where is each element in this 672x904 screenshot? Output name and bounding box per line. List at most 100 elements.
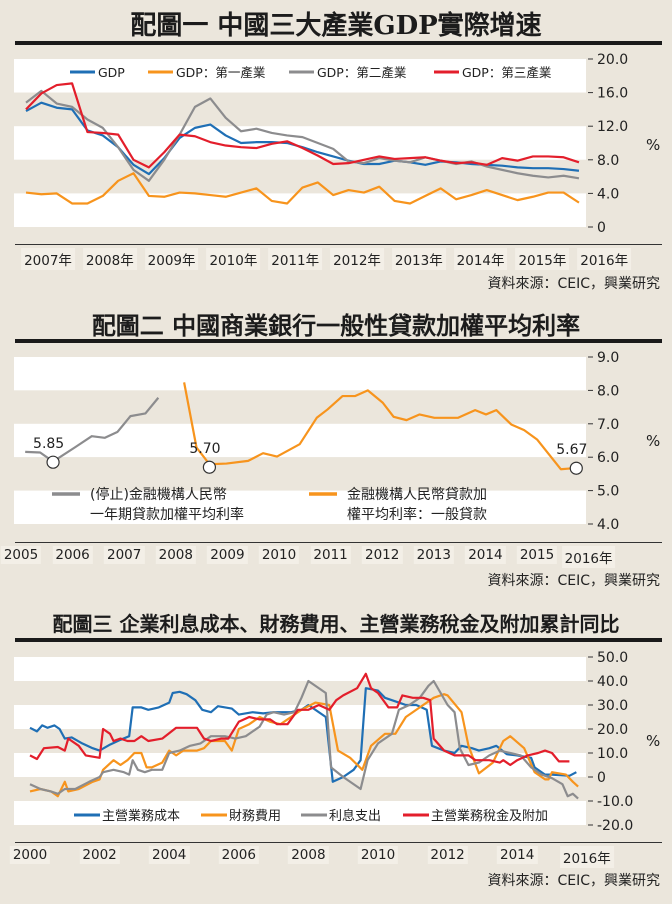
plot-band [14, 59, 586, 93]
legend-label: GDP [98, 65, 125, 80]
legend-label: 權平均利率：一般貸款 [347, 506, 487, 523]
x-tick-label: 2007年 [21, 248, 75, 270]
annotation-marker [46, 455, 60, 469]
series-line-3 [29, 679, 579, 800]
chart2-y-unit: % [646, 432, 661, 450]
plot-band [14, 193, 586, 227]
x-tick-label: 2014 [497, 846, 538, 864]
chart1-x-axis-line [15, 244, 662, 245]
series-line-2 [25, 172, 580, 205]
annotation-marker [202, 460, 217, 474]
legend-label: (停止)金融機構人民幣 [90, 486, 227, 503]
x-tick-label: 2005 [0, 546, 42, 564]
x-tick-label: 2015 [516, 546, 558, 564]
x-tick-label: 2015年 [515, 248, 570, 270]
legend-label: GDP：第三產業 [462, 65, 552, 80]
y-tick-label: 4.0 [597, 517, 619, 533]
y-tick-label: 20.0 [597, 722, 628, 738]
y-tick-label: 8.0 [597, 153, 619, 169]
x-tick-label: 2002 [79, 846, 120, 864]
chart3-y-unit: % [646, 732, 661, 750]
chart2-source: 資料來源：CEIC，興業研究 [487, 573, 660, 589]
x-tick-label: 2014年 [453, 248, 508, 270]
plot-band [14, 490, 586, 524]
x-tick-label: 2016年 [561, 546, 616, 568]
plot-band [14, 423, 586, 458]
x-tick-label: 2011 [310, 546, 351, 564]
x-tick-label: 2008 [155, 546, 196, 564]
series-line-4 [25, 82, 580, 169]
x-tick-label: 2006 [52, 546, 93, 564]
y-tick-label: 10.0 [597, 746, 628, 762]
x-tick-label: 2016年 [577, 248, 632, 270]
annotation-label: 5.85 [33, 436, 64, 452]
y-tick-label: 40.0 [597, 674, 628, 690]
x-tick-label: 2009年 [144, 248, 199, 270]
chart3-title-rule [15, 638, 662, 642]
annotation-label: 5.70 [189, 441, 220, 457]
plot-band [14, 777, 586, 801]
x-tick-label: 2010 [258, 546, 300, 564]
legend-label: 主營業務稅金及附加 [431, 808, 548, 824]
x-tick-label: 2016年 [559, 846, 614, 868]
chart1-plot: 20.0 16.0 12.0 8.0 4.0 0 GDP GDP：第一產業 GDP：第二產業 GD… [14, 52, 628, 236]
chart3-plot: 50.0 40.0 30.0 20.0 10.0 0 -10.0 -20.0 主營業務成本 財務費… [14, 650, 633, 834]
y-tick-label: 30.0 [597, 698, 628, 714]
y-tick-label: 20.0 [597, 52, 628, 68]
chart2-title: 配圖二 中國商業銀行一般性貸款加權平均利率 [91, 311, 581, 340]
chart3-x-axis-line [15, 842, 662, 843]
y-tick-label: 7.0 [597, 417, 619, 433]
x-tick-label: 2013 [413, 546, 454, 564]
y-tick-label: 6.0 [597, 450, 619, 466]
y-tick-label: -20.0 [597, 818, 633, 834]
chart3-source: 資料來源：CEIC，興業研究 [487, 873, 660, 889]
x-tick-label: 2009 [207, 546, 248, 564]
y-tick-label: 8.0 [597, 383, 619, 399]
series-line-4 [29, 672, 570, 767]
y-tick-label: 0 [597, 770, 606, 786]
series-line-3 [25, 89, 580, 182]
legend-label: 金融機構人民幣貸款加 [347, 487, 487, 503]
series-line-1 [25, 397, 160, 463]
chart2-title-rule [15, 339, 662, 343]
plot-band [14, 457, 586, 491]
x-tick-label: 2010年 [206, 248, 261, 270]
annotation-marker [569, 461, 583, 475]
x-tick-label: 2007 [104, 546, 145, 564]
chart1-y-unit: % [646, 136, 661, 154]
chart1-title: 配圖一 中國三大產業GDP實際增速 [130, 11, 542, 41]
legend-label: GDP：第一產業 [176, 65, 266, 80]
y-tick-label: 12.0 [597, 119, 628, 135]
legend-label: 主營業務成本 [102, 808, 180, 824]
x-tick-label: 2010 [357, 846, 399, 864]
x-tick-label: 2004 [149, 846, 190, 864]
y-tick-label: 16.0 [597, 86, 628, 102]
x-tick-label: 2013年 [391, 248, 446, 270]
plot-band [14, 126, 586, 160]
plot-band [14, 705, 586, 729]
plot-band [14, 390, 586, 424]
x-tick-label: 2012 [427, 846, 468, 864]
plot-band [14, 801, 586, 825]
plot-band [14, 357, 586, 391]
legend-label: 財務費用 [229, 809, 281, 824]
chart2-x-axis-line [15, 542, 662, 543]
x-tick-label: 2008年 [82, 248, 137, 270]
x-tick-label: 2008 [288, 846, 329, 864]
y-tick-label: 9.0 [597, 350, 619, 366]
chart1-source: 資料來源：CEIC，興業研究 [487, 276, 660, 292]
chart3-title: 配圖三 企業利息成本、財務費用、主營業務稅金及附加累計同比 [52, 612, 620, 636]
plot-band [14, 657, 586, 681]
legend-label: GDP：第二產業 [317, 65, 407, 80]
legend-label: 一年期貸款加權平均利率 [90, 506, 244, 523]
x-tick-label: 2000 [9, 846, 51, 864]
series-line-2 [183, 382, 577, 471]
y-tick-label: 4.0 [597, 186, 619, 202]
y-tick-label: 50.0 [597, 650, 628, 666]
x-tick-label: 2012年 [330, 248, 384, 270]
y-tick-label: 0 [597, 220, 606, 236]
y-tick-label: -10.0 [597, 794, 633, 810]
y-tick-label: 5.0 [597, 484, 619, 500]
x-tick-label: 2011年 [268, 248, 323, 270]
